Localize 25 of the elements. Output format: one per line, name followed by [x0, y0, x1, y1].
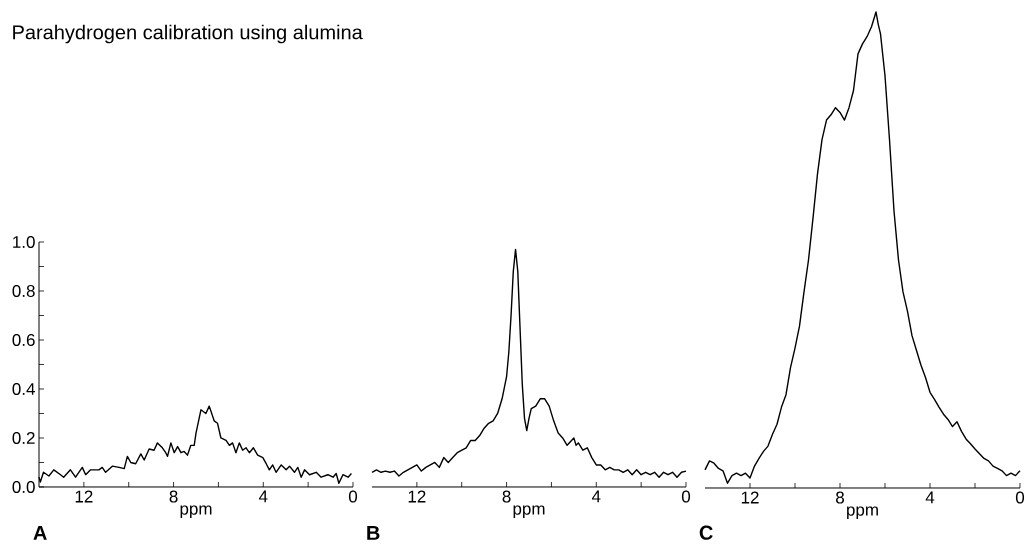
text: B: [367, 526, 380, 540]
x-axis-title: ppm: [847, 506, 878, 520]
x-tick-label: 4: [925, 491, 935, 504]
y-tick-label: 0.6: [12, 333, 35, 347]
x-tick-label: 0: [1015, 491, 1025, 504]
y-tick-label: 0.0: [12, 480, 35, 494]
x-tick-label: 12: [408, 490, 426, 503]
y-tick-label: 1.0: [13, 235, 35, 249]
x-tick-label: 0: [348, 490, 358, 503]
x-tick-label: 8: [169, 490, 178, 503]
x-tick-label: 8: [836, 491, 844, 504]
y-tick-label: 0.8: [12, 284, 35, 298]
text: C: [699, 525, 713, 540]
x-tick-label: 0: [681, 490, 691, 503]
x-tick-label: 12: [75, 490, 93, 503]
y-tick-label: 0.2: [12, 431, 35, 445]
x-tick-label: 12: [741, 491, 759, 504]
x-tick-label: 4: [591, 490, 601, 503]
chart-title: Parahydrogen calibration using alumina: [13, 24, 363, 44]
x-tick-label: 4: [258, 490, 268, 503]
y-tick-label: 0.4: [12, 382, 35, 396]
text: A: [33, 526, 47, 540]
x-tick-label: 8: [502, 490, 511, 503]
x-axis-title: ppm: [180, 505, 212, 519]
x-axis-title: ppm: [513, 505, 545, 519]
